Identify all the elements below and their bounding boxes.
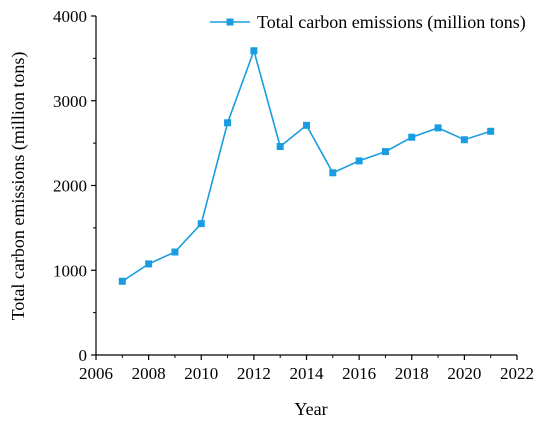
data-point-marker: [487, 127, 495, 135]
data-point-marker: [145, 260, 153, 268]
y-tick-label: 4000: [53, 7, 87, 26]
data-point-marker: [434, 124, 442, 132]
legend: Total carbon emissions (million tons): [210, 12, 526, 33]
y-tick-label: 0: [79, 346, 88, 365]
data-point-marker: [355, 157, 363, 165]
x-tick-label: 2012: [237, 364, 271, 383]
x-tick-label: 2018: [395, 364, 429, 383]
series-line: [121, 48, 491, 282]
data-point-marker: [381, 148, 389, 156]
data-point-marker: [118, 277, 126, 285]
legend-label: Total carbon emissions (million tons): [257, 12, 526, 33]
data-point-marker: [329, 169, 337, 177]
x-tick-label: 2016: [342, 364, 376, 383]
data-point-marker: [171, 248, 179, 256]
x-axis-title: Year: [294, 399, 327, 419]
x-tick-label: 2022: [500, 364, 534, 383]
series-layer: [118, 47, 495, 285]
y-tick-label: 2000: [53, 177, 87, 196]
data-point-marker: [408, 133, 416, 141]
x-tick-label: 2006: [79, 364, 113, 383]
data-point-marker: [224, 119, 232, 127]
x-tick-label: 2010: [184, 364, 218, 383]
x-tick-label: 2014: [290, 364, 325, 383]
data-point-marker: [276, 143, 284, 151]
axes: [95, 16, 517, 356]
data-point-marker: [250, 47, 258, 55]
data-point-marker: [460, 136, 468, 144]
y-tick-label: 3000: [53, 92, 87, 111]
ticks: 2006 2008 2010 2012 2014 2016 2018 2020 2022 0 100…: [53, 7, 534, 383]
legend-marker-sample: [226, 18, 234, 26]
data-point-marker: [303, 121, 310, 129]
y-axis-title: Total carbon emissions (million tons): [8, 52, 29, 321]
x-tick-label: 2008: [132, 364, 166, 383]
x-tick-label: 2020: [447, 364, 481, 383]
data-point-marker: [197, 220, 205, 228]
y-tick-label: 1000: [53, 261, 87, 280]
